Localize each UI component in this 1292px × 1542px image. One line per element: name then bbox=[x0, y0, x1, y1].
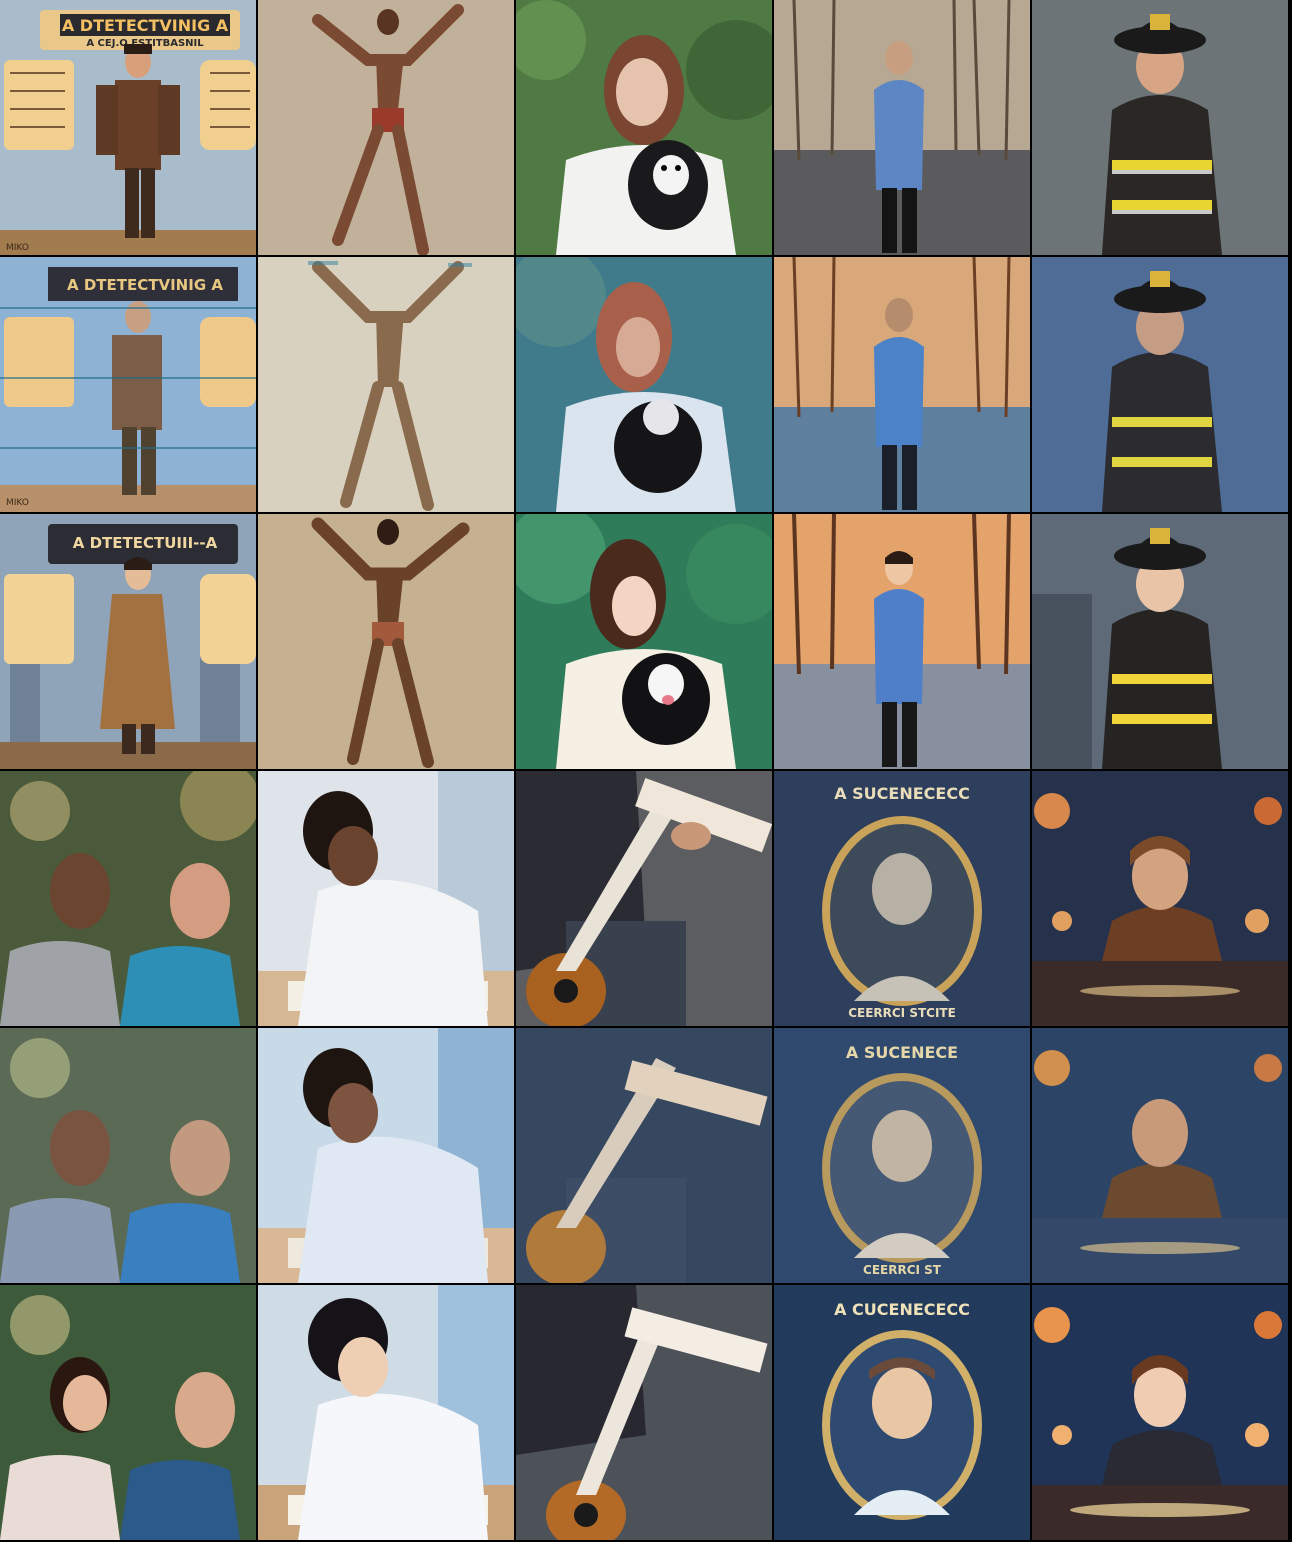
tile-r5c1-two-men-glitch bbox=[0, 1028, 256, 1283]
tile-r1c3-woman-puppy-photo bbox=[516, 0, 772, 255]
tile-r3c1-detective-anime: A DTETECTUIII--A bbox=[0, 514, 256, 769]
tile-r5c4-scientist-medallion-glitch: A SUCENECE CEERRCI ST bbox=[774, 1028, 1030, 1283]
tile-r3c4-man-walking-anime bbox=[774, 514, 1030, 769]
svg-text:A DTETECTVINIG A: A DTETECTVINIG A bbox=[67, 276, 223, 294]
tile-r1c4-man-walking-photo bbox=[774, 0, 1030, 255]
tile-r6c4-scientist-medallion-anime: A CUCENECECC bbox=[774, 1285, 1030, 1540]
tile-r4c1-two-men-photo bbox=[0, 771, 256, 1026]
tile-r2c4-man-walking-glitch bbox=[774, 257, 1030, 512]
tile-r3c3-woman-puppy-anime bbox=[516, 514, 772, 769]
svg-text:A CEJ.O ESTITBASNIL: A CEJ.O ESTITBASNIL bbox=[86, 38, 204, 49]
svg-text:A DTETECTUIII--A: A DTETECTUIII--A bbox=[73, 534, 218, 552]
tile-r3c5-firefighter-anime bbox=[1032, 514, 1288, 769]
tile-r4c4-scientist-medallion-photo: A SUCENECECC CEERRCI STCITE bbox=[774, 771, 1030, 1026]
tile-r6c2-student-anime bbox=[258, 1285, 514, 1540]
svg-text:A CUCENECECC: A CUCENECECC bbox=[834, 1300, 970, 1319]
tile-r5c5-cosmic-portrait-glitch bbox=[1032, 1028, 1288, 1283]
tile-r6c3-guitar-anime bbox=[516, 1285, 772, 1540]
tile-r2c3-woman-puppy-glitch bbox=[516, 257, 772, 512]
tile-r3c2-dancer-anime bbox=[258, 514, 514, 769]
tile-r4c3-guitar-photo bbox=[516, 771, 772, 1026]
svg-text:MIKO: MIKO bbox=[6, 498, 29, 508]
tile-r4c5-cosmic-portrait-photo bbox=[1032, 771, 1288, 1026]
tile-r6c1-two-men-anime bbox=[0, 1285, 256, 1540]
tile-r2c5-firefighter-glitch bbox=[1032, 257, 1288, 512]
svg-text:MIKO: MIKO bbox=[6, 243, 29, 253]
svg-text:A DTETECTVINIG A: A DTETECTVINIG A bbox=[62, 16, 229, 35]
tile-r1c1-detective-photo: A DTETECTVINIG A A CEJ.O ESTITBASNIL MIK… bbox=[0, 0, 256, 255]
svg-text:CEERRCI STCITE: CEERRCI STCITE bbox=[848, 1006, 956, 1020]
tile-r5c3-guitar-glitch bbox=[516, 1028, 772, 1283]
tile-r2c1-detective-glitch: A DTETECTVINIG A MIKO bbox=[0, 257, 256, 512]
tile-r6c5-cosmic-portrait-anime bbox=[1032, 1285, 1288, 1540]
svg-text:A SUCENECE: A SUCENECE bbox=[846, 1043, 958, 1062]
tile-r5c2-student-glitch bbox=[258, 1028, 514, 1283]
tile-r2c2-dancer-glitch bbox=[258, 257, 514, 512]
svg-text:A SUCENECECC: A SUCENECECC bbox=[834, 784, 970, 803]
tile-r1c5-firefighter-photo bbox=[1032, 0, 1288, 255]
tile-r1c2-dancer-photo bbox=[258, 0, 514, 255]
tile-r4c2-student-photo bbox=[258, 771, 514, 1026]
svg-text:CEERRCI ST: CEERRCI ST bbox=[863, 1263, 942, 1277]
